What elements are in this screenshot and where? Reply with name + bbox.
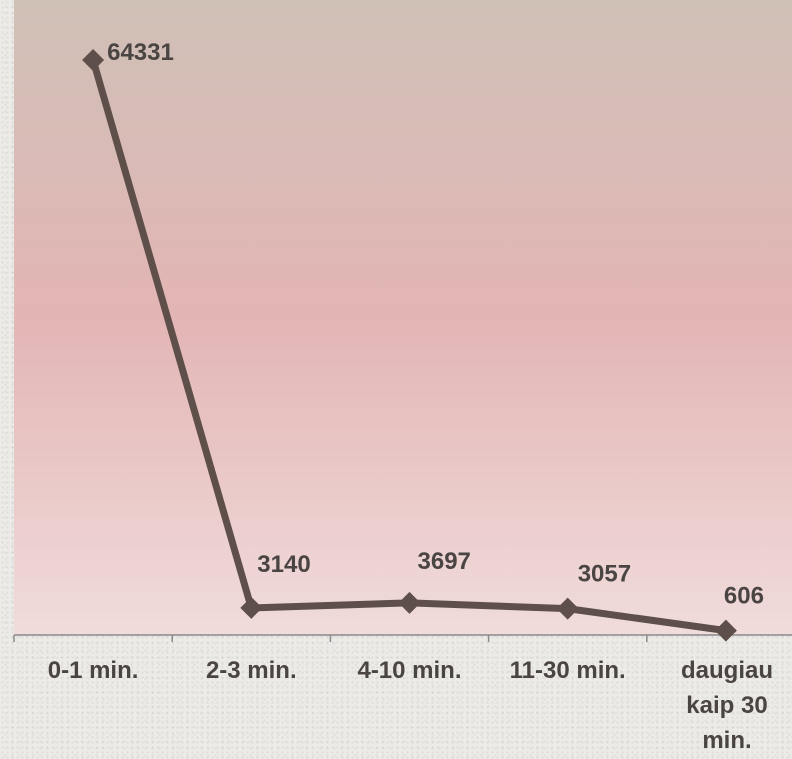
x-tick-label: 2-3 min. (206, 657, 297, 684)
plot-area (14, 0, 792, 635)
x-tick-labels: 0-1 min. 2-3 min. 4-10 min. 11-30 min. daugi… (48, 657, 773, 754)
data-label: 3697 (418, 548, 471, 575)
x-tick-label: daugiau kaip 30 min. (681, 657, 773, 754)
x-tick-label-line: min. (702, 727, 751, 754)
data-label: 3140 (257, 551, 310, 578)
x-tick-label-line: 2-3 min. (206, 657, 297, 684)
x-tick-label-line: 4-10 min. (357, 657, 461, 684)
data-label: 64331 (107, 39, 174, 66)
x-tick-label: 4-10 min. (357, 657, 461, 684)
x-tick-label-line: daugiau (681, 657, 773, 684)
data-label: 606 (724, 583, 764, 610)
x-tick-label-line: 0-1 min. (48, 657, 139, 684)
data-label: 3057 (578, 561, 631, 588)
x-tick-label: 0-1 min. (48, 657, 139, 684)
data-point-marker (556, 597, 579, 620)
x-axis (13, 634, 792, 642)
data-markers (82, 49, 737, 642)
data-labels: 64331 3140 3697 3057 606 (107, 39, 764, 610)
data-point-marker (82, 49, 105, 71)
data-point-marker (714, 619, 737, 642)
x-tick-label: 11-30 min. (510, 657, 626, 684)
data-point-marker (398, 591, 421, 614)
data-point-marker (240, 596, 263, 619)
x-tick-label-line: kaip 30 (686, 692, 767, 719)
x-tick-label-line: 11-30 min. (510, 657, 626, 684)
